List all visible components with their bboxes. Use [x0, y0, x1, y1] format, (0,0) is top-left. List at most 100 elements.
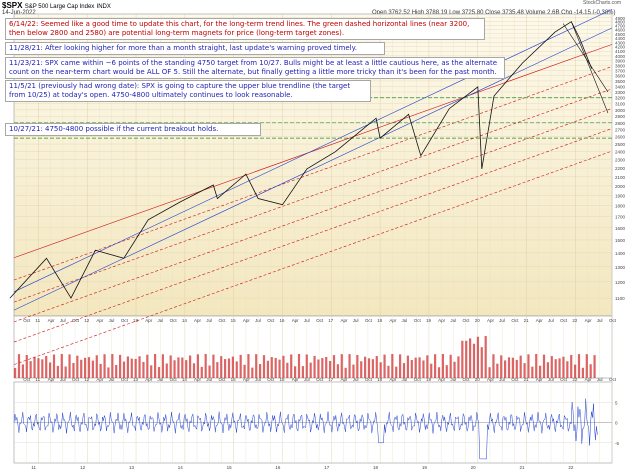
volume-bar	[95, 355, 98, 378]
price-xtick-label: 17	[328, 318, 334, 323]
volume-bar	[472, 343, 476, 378]
volume-bar	[593, 355, 596, 378]
price-tick-label: 4300	[615, 40, 626, 45]
volume-bar	[574, 364, 577, 378]
volume-bar	[301, 366, 304, 378]
volume-bar	[87, 357, 91, 378]
volume-xtick-label: Apr	[487, 377, 495, 382]
price-tick-label: 3400	[615, 84, 626, 89]
volume-bar	[332, 355, 336, 378]
volume-bar	[278, 359, 281, 378]
price-tick-label: 1400	[615, 251, 626, 256]
volume-bar	[107, 367, 110, 378]
volume-xtick-label: 19	[426, 377, 432, 382]
annotation-10-27-21: 10/27/21: 4750-4800 possible if the curr…	[5, 123, 261, 136]
volume-bar	[266, 360, 269, 378]
volume-bar	[235, 361, 238, 378]
volume-bar	[441, 354, 444, 378]
volume-bar	[60, 354, 63, 378]
volume-bar	[422, 360, 425, 378]
volume-bar	[251, 367, 254, 378]
volume-xtick-label: 13	[133, 377, 139, 382]
annotation-6-14-22: 6/14/22: Seemed like a good time to upda…	[5, 18, 485, 40]
volume-bar	[72, 362, 75, 378]
price-tick-label: 2400	[615, 150, 626, 155]
price-xtick-label: 11	[35, 318, 40, 323]
annotation-11-5-21: 11/5/21 (previously had wrong date): SPX…	[5, 80, 371, 102]
volume-bar	[138, 356, 141, 378]
volume-bar	[134, 358, 137, 378]
red-channel-line	[13, 150, 613, 365]
volume-bar	[395, 366, 398, 378]
volume-bar	[37, 358, 40, 378]
volume-bar	[511, 357, 514, 378]
price-tick-label: 3500	[615, 79, 626, 84]
volume-bar	[122, 361, 126, 378]
volume-bar	[154, 354, 157, 378]
volume-bar	[262, 355, 266, 378]
volume-xtick-label: Jul	[402, 377, 408, 382]
volume-bar	[282, 355, 285, 378]
volume-bar	[76, 355, 79, 378]
volume-bar	[437, 367, 441, 378]
volume-bar	[484, 336, 487, 378]
price-xtick-label: Apr	[438, 318, 446, 323]
volume-bar	[33, 356, 36, 378]
volume-bar	[216, 362, 219, 378]
price-xtick-label: Apr	[292, 318, 300, 323]
volume-bar	[80, 359, 83, 378]
volume-bar	[259, 364, 262, 378]
price-tick-label: 4000	[615, 54, 626, 59]
volume-bar	[426, 355, 429, 378]
volume-bar	[449, 354, 452, 378]
volume-bar	[247, 354, 250, 378]
price-xtick-label: 19	[426, 318, 432, 323]
volume-xtick-label: Oct	[170, 377, 178, 382]
volume-xtick-label: Apr	[96, 377, 104, 382]
blue-trendline	[13, 9, 613, 293]
volume-xtick-label: 15	[231, 377, 237, 382]
price-tick-label: 4200	[615, 45, 626, 50]
volume-xtick-label: 18	[377, 377, 383, 382]
indicator-xtick-label: 15	[227, 465, 233, 470]
volume-xtick-label: 21	[524, 377, 530, 382]
price-tick-label: 4500	[615, 32, 626, 37]
volume-bar	[360, 361, 363, 378]
price-tick-label: 2500	[615, 142, 626, 147]
volume-bar	[17, 354, 21, 378]
volume-bar	[504, 360, 507, 378]
price-tick-label: 3800	[615, 63, 626, 68]
indicator-xtick-label: 13	[129, 465, 135, 470]
volume-bar	[313, 355, 316, 378]
volume-xtick-label: Jul	[304, 377, 310, 382]
price-xtick-label: 13	[133, 318, 139, 323]
price-tick-label: 3100	[615, 102, 626, 107]
volume-bar	[165, 363, 168, 378]
volume-bar	[336, 364, 339, 378]
volume-bar	[562, 356, 565, 378]
price-tick-label: 2700	[615, 128, 626, 133]
volume-bar	[461, 340, 464, 378]
volume-bar	[434, 354, 437, 378]
price-xtick-label: Jul	[597, 318, 603, 323]
volume-xtick-label: Jul	[450, 377, 456, 382]
volume-bar	[68, 354, 71, 378]
chart-symbol: $SPX S&P 500 Large Cap Index INDX	[2, 1, 111, 10]
volume-bar	[418, 357, 421, 378]
volume-bar	[344, 367, 347, 378]
volume-xtick-label: 11	[35, 377, 40, 382]
indicator-xtick-label: 19	[422, 465, 428, 470]
indicator-line	[13, 398, 598, 460]
volume-bar	[56, 365, 59, 378]
chart-ohlc: Open 3762.52 High 3788.19 Low 3725.80 Cl…	[372, 10, 616, 16]
price-xtick-label: Oct	[414, 318, 422, 323]
volume-xtick-label: Jul	[60, 377, 66, 382]
volume-bar	[119, 354, 122, 378]
volume-xtick-label: Oct	[511, 377, 519, 382]
volume-bar	[364, 356, 367, 378]
price-xtick-label: Oct	[365, 318, 373, 323]
price-tick-label: 2100	[615, 175, 626, 180]
volume-bar	[64, 366, 67, 378]
volume-bar	[99, 363, 102, 378]
price-xtick-label: Oct	[23, 318, 31, 323]
